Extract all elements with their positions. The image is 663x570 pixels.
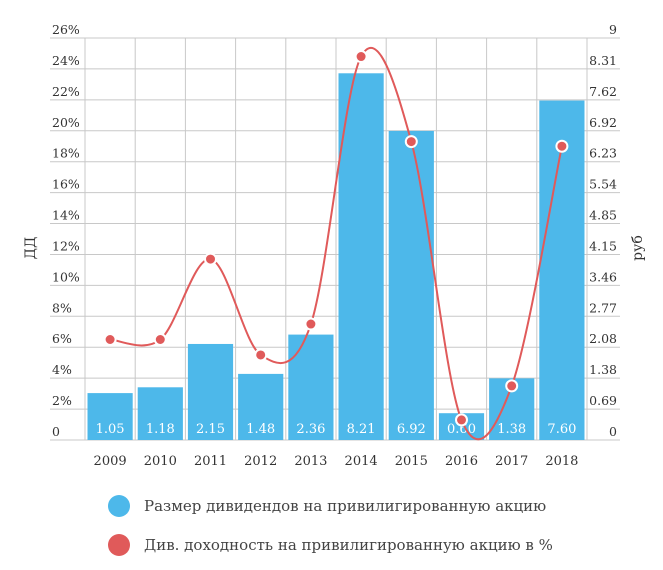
y2-tick-label: 1.38 bbox=[589, 362, 617, 377]
y-tick-label: 22% bbox=[52, 84, 80, 99]
y2-tick-label: 0 bbox=[609, 424, 617, 439]
bar bbox=[87, 393, 133, 440]
bar-value-label: 1.18 bbox=[146, 422, 175, 437]
y2-tick-label: 9 bbox=[609, 22, 617, 37]
y-tick-label: 16% bbox=[52, 177, 80, 192]
x-tick-label: 2017 bbox=[495, 454, 528, 469]
line-point bbox=[505, 379, 519, 393]
line-point bbox=[103, 333, 117, 346]
y-tick-label: 0 bbox=[52, 424, 60, 439]
line-point bbox=[555, 139, 569, 153]
y-tick-label: 2% bbox=[52, 393, 72, 408]
legend-item-dividend-size: Размер дивидендов на привилигированную а… bbox=[108, 495, 546, 517]
y2-tick-label: 3.46 bbox=[589, 269, 617, 284]
x-tick-label: 2018 bbox=[545, 454, 578, 469]
bar-value-label: 1.38 bbox=[497, 422, 526, 437]
bar-value-label: 2.36 bbox=[296, 422, 325, 437]
bar-value-label: 2.15 bbox=[196, 422, 225, 437]
x-tick-label: 2009 bbox=[94, 454, 127, 469]
y-tick-label: 26% bbox=[52, 22, 80, 37]
legend-bar-marker-icon bbox=[108, 495, 130, 517]
y-tick-label: 14% bbox=[52, 208, 80, 223]
x-tick-label: 2011 bbox=[194, 454, 227, 469]
x-tick-label: 2013 bbox=[294, 454, 327, 469]
x-tick-label: 2015 bbox=[395, 454, 428, 469]
y2-tick-label: 0.69 bbox=[589, 393, 617, 408]
legend-item-dividend-yield: Див. доходность на привилигированную акц… bbox=[108, 534, 553, 556]
y-tick-label: 10% bbox=[52, 269, 80, 284]
grid bbox=[50, 37, 620, 441]
legend-label: Див. доходность на привилигированную акц… bbox=[144, 536, 553, 554]
y-tick-label: 12% bbox=[52, 238, 80, 253]
bar bbox=[388, 130, 434, 440]
y2-tick-label: 7.62 bbox=[589, 84, 617, 99]
axes: 0 2% 4% 6% 8% 10% 12% 14% 16% 18% 20% 22% 24% 26% 0 0.6… bbox=[23, 22, 646, 469]
bars bbox=[87, 73, 585, 441]
legend-line-marker-icon bbox=[108, 534, 130, 556]
x-tick-label: 2010 bbox=[144, 454, 177, 469]
bar bbox=[288, 334, 334, 440]
bar bbox=[137, 387, 183, 440]
bar bbox=[338, 73, 384, 440]
bar-value-label: 8.21 bbox=[347, 422, 376, 437]
y2-tick-label: 6.23 bbox=[589, 146, 617, 161]
bar-value-label: 6.92 bbox=[397, 422, 426, 437]
y-tick-label: 4% bbox=[52, 362, 72, 377]
y2-tick-label: 8.31 bbox=[589, 53, 617, 68]
y2-tick-label: 2.77 bbox=[589, 300, 617, 315]
line-point bbox=[354, 50, 368, 64]
bar-value-label: 7.60 bbox=[547, 422, 576, 437]
y-tick-label: 20% bbox=[52, 115, 80, 130]
y-tick-label: 18% bbox=[52, 146, 80, 161]
bar-value-label: 1.48 bbox=[246, 422, 275, 437]
bar bbox=[238, 373, 284, 440]
y2-tick-label: 2.08 bbox=[589, 331, 617, 346]
y2-tick-label: 4.85 bbox=[589, 208, 617, 223]
line-point bbox=[404, 135, 418, 149]
line-point bbox=[204, 252, 217, 266]
bar bbox=[187, 343, 234, 440]
y2-axis-title: руб bbox=[630, 235, 646, 261]
y-tick-label: 8% bbox=[52, 300, 72, 315]
line-point bbox=[455, 413, 468, 427]
y2-tick-label: 4.15 bbox=[589, 238, 617, 253]
legend-label: Размер дивидендов на привилигированную а… bbox=[144, 497, 547, 515]
y-tick-label: 24% bbox=[52, 53, 80, 68]
y-axis-title: ДД bbox=[23, 237, 39, 260]
chart: 1.05 1.18 2.15 1.48 2.36 8.21 6.92 0.60 1.38 7.60… bbox=[23, 22, 646, 469]
line-layer bbox=[103, 47, 569, 441]
line-point bbox=[153, 333, 167, 346]
y2-tick-label: 5.54 bbox=[589, 177, 617, 192]
x-tick-label: 2014 bbox=[345, 454, 378, 469]
y-tick-label: 6% bbox=[52, 331, 72, 346]
line-point bbox=[304, 317, 318, 331]
y2-tick-label: 6.92 bbox=[589, 115, 617, 130]
x-tick-label: 2016 bbox=[445, 454, 478, 469]
bar bbox=[539, 100, 585, 441]
line-point bbox=[254, 348, 268, 362]
bar-value-label: 1.05 bbox=[96, 422, 125, 437]
x-tick-label: 2012 bbox=[244, 454, 277, 469]
